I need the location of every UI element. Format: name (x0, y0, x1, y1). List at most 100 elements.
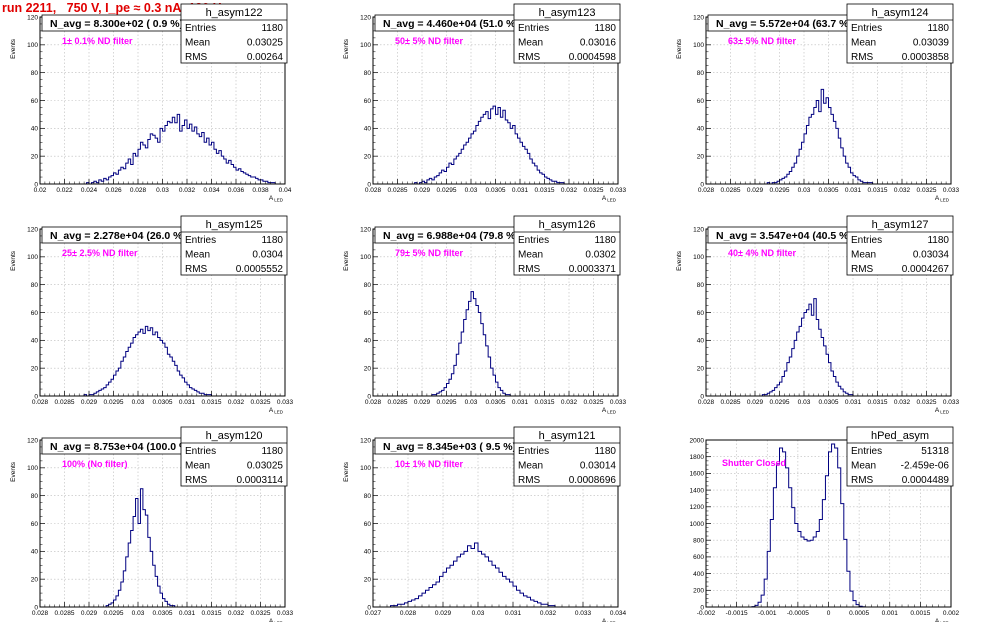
x-tick-label: 0.0305 (153, 399, 173, 406)
x-tick-label: 0.033 (610, 399, 627, 406)
x-tick-label: 0.0285 (721, 187, 741, 194)
stats-title: h_asym124 (872, 7, 929, 19)
y-tick-label: 40 (697, 126, 705, 133)
histogram-h_asym125: 0.028 0.0285 0.029 0.0295 0.03 0.0305 0.031 0.0… (10, 215, 294, 415)
y-tick-label: 60 (364, 310, 372, 317)
stats-value: 0.03014 (580, 461, 617, 472)
stats-key: Mean (185, 250, 210, 261)
stats-key: RMS (851, 264, 874, 275)
stats-box (846, 3, 954, 64)
stats-value: 0.0004267 (902, 264, 950, 275)
y-axis-label: Events (10, 250, 17, 271)
y-axis-label: Events (10, 461, 17, 482)
stats-key: Mean (851, 38, 876, 49)
x-tick-label: 0.03 (472, 610, 485, 617)
x-tick-label: 0.0295 (770, 399, 790, 406)
y-tick-label: 120 (27, 14, 38, 21)
stats-key: Entries (518, 235, 549, 246)
histogram-line (390, 542, 556, 607)
stats-value: 0.0004489 (902, 475, 950, 486)
y-tick-label: 60 (697, 310, 705, 317)
x-tick-label: 0.034 (203, 187, 220, 194)
histogram-hPed_asym: -0.002 -0.0015 -0.001 -0.0005 0 0.0005 0.001 0.… (690, 426, 960, 622)
x-tick-label: 0.031 (845, 187, 862, 194)
x-tick-label: 0.032 (894, 187, 911, 194)
y-tick-label: 120 (27, 437, 38, 444)
stats-value: 1180 (594, 23, 616, 34)
y-tick-label: 60 (31, 521, 39, 528)
x-tick-label: 0.03 (156, 187, 169, 194)
navg-label: N_avg = 6.988e+04 (79.8 %) (383, 230, 519, 242)
x-tick-label: 0.0315 (535, 187, 555, 194)
x-tick-label: 0.001 (882, 610, 899, 617)
x-tick-label: 0.031 (845, 399, 862, 406)
y-tick-label: 80 (364, 493, 372, 500)
stats-value: 0.03025 (247, 461, 284, 472)
y-tick-label: 20 (364, 153, 372, 160)
stats-key: Mean (518, 461, 543, 472)
histogram-line (766, 88, 874, 185)
y-tick-label: 20 (697, 153, 705, 160)
filter-label: 100% (No filter) (62, 459, 128, 469)
y-tick-label: 80 (31, 282, 39, 289)
y-tick-label: 200 (693, 588, 704, 595)
y-tick-label: 40 (697, 338, 705, 345)
x-tick-label: -0.0005 (787, 610, 809, 617)
y-tick-label: 40 (31, 126, 39, 133)
stats-value: 1180 (594, 235, 616, 246)
x-tick-label: 0.026 (105, 187, 122, 194)
x-tick-label: 0.029 (435, 610, 452, 617)
y-axis-label: Events (676, 250, 683, 271)
x-tick-label: 0.0285 (721, 399, 741, 406)
y-tick-label: 20 (364, 576, 372, 583)
stats-key: Mean (518, 250, 543, 261)
y-tick-label: 120 (693, 226, 704, 233)
y-tick-label: 1600 (690, 471, 705, 478)
stats-box (180, 426, 288, 487)
stats-key: Entries (518, 23, 549, 34)
y-tick-label: 100 (693, 254, 704, 261)
stats-box (513, 3, 621, 64)
x-tick-label: 0.028 (698, 187, 715, 194)
stats-title: h_asym122 (206, 7, 263, 19)
histogram-h_asym127: 0.028 0.0285 0.029 0.0295 0.03 0.0305 0.031 0.0… (676, 215, 960, 415)
x-tick-label: 0.028 (698, 399, 715, 406)
stats-value: 0.0005552 (236, 264, 284, 275)
x-tick-label: 0.0295 (104, 399, 124, 406)
filter-label: 79± 5% ND filter (395, 248, 463, 258)
y-tick-label: 1200 (690, 504, 705, 511)
filter-label: 1± 0.1% ND filter (62, 36, 133, 46)
x-axis-label: ALED (269, 407, 284, 415)
y-tick-label: 1000 (690, 521, 705, 528)
x-tick-label: 0.0005 (849, 610, 869, 617)
navg-label: N_avg = 3.547e+04 (40.5 %) (716, 230, 852, 242)
x-tick-label: 0.0325 (917, 399, 937, 406)
y-tick-label: 100 (693, 42, 704, 49)
x-tick-label: 0.032 (894, 399, 911, 406)
x-tick-label: 0.04 (279, 187, 292, 194)
stats-value: 0.0004598 (569, 52, 617, 63)
y-tick-label: 1800 (690, 454, 705, 461)
y-tick-label: 20 (31, 576, 39, 583)
y-tick-label: 0 (700, 181, 704, 188)
x-tick-label: 0.032 (228, 399, 245, 406)
stats-value: 0.03025 (247, 38, 284, 49)
y-tick-label: 40 (364, 549, 372, 556)
stats-title: h_asym120 (206, 430, 263, 442)
y-tick-label: 60 (364, 98, 372, 105)
y-tick-label: 80 (364, 282, 372, 289)
stats-key: RMS (851, 475, 874, 486)
stats-key: RMS (185, 52, 208, 63)
x-tick-label: 0.03 (465, 187, 478, 194)
x-tick-label: 0.029 (747, 187, 764, 194)
navg-label: N_avg = 5.572e+04 (63.7 %) (716, 18, 852, 30)
y-tick-label: 0 (34, 393, 38, 400)
x-tick-label: 0.0295 (437, 399, 457, 406)
y-tick-label: 0 (700, 604, 704, 611)
x-tick-label: 0.03 (798, 187, 811, 194)
x-tick-label: 0.0325 (584, 399, 604, 406)
y-axis-label: Events (676, 38, 683, 59)
x-axis-label: ALED (269, 618, 284, 622)
x-tick-label: -0.001 (758, 610, 777, 617)
